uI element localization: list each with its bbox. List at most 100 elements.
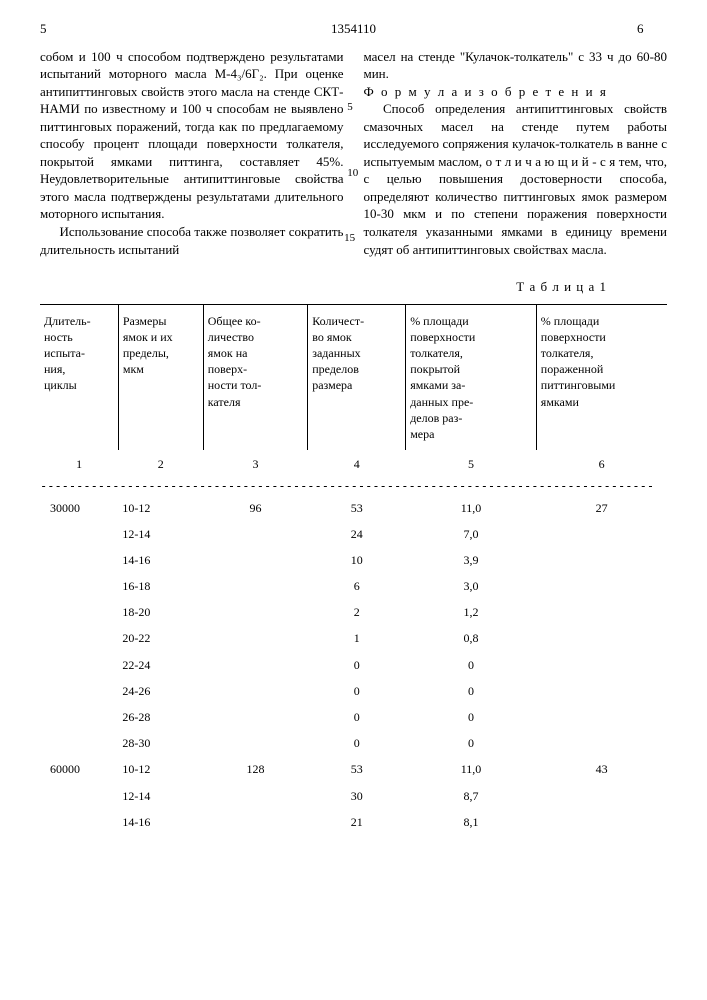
line-marker-5: 5 [347, 100, 353, 115]
th-3: Общее ко- личество ямок на поверх- ности… [203, 304, 307, 450]
table-cell [203, 599, 307, 625]
table-row: 14-16 103,9 [40, 547, 667, 573]
table-cell: 18-20 [118, 599, 203, 625]
table-cell: 11,0 [406, 495, 537, 521]
table-cell: 0 [406, 652, 537, 678]
table-cell [536, 521, 667, 547]
table-row: 24-26 00 [40, 678, 667, 704]
table-cell: 0 [308, 652, 406, 678]
table-cell [40, 521, 118, 547]
page-num-left: 5 [40, 20, 70, 38]
table-cell: 30000 [40, 495, 118, 521]
table-cell: 8,7 [406, 783, 537, 809]
table-cell [40, 704, 118, 730]
table-cell [40, 599, 118, 625]
table-cell: 60000 [40, 756, 118, 782]
table-cell: 24 [308, 521, 406, 547]
table-cell [203, 730, 307, 756]
table-cell: 3,0 [406, 573, 537, 599]
table-cell: 12-14 [118, 521, 203, 547]
page-header: 5 1354110 6 [40, 20, 667, 38]
th-4: Количест- во ямок заданных пределов разм… [308, 304, 406, 450]
table-cell [40, 783, 118, 809]
table-cell [203, 704, 307, 730]
table-cell [203, 783, 307, 809]
table-cell [536, 783, 667, 809]
right-p1: масел на стенде "Кулачок-толкатель" с 33… [364, 48, 668, 83]
table-cell: 3,9 [406, 547, 537, 573]
doc-number: 1354110 [70, 20, 637, 38]
table-cell [536, 625, 667, 651]
table-cell: 28-30 [118, 730, 203, 756]
table-cell [536, 809, 667, 835]
table-cell: 12-14 [118, 783, 203, 809]
table-cell [40, 625, 118, 651]
table-cell: 0 [406, 678, 537, 704]
cn-3: 3 [203, 450, 307, 478]
table-cell: 0 [308, 704, 406, 730]
table-header-row: Длитель- ность испыта- ния, циклы Размер… [40, 304, 667, 450]
page-num-right: 6 [637, 20, 667, 38]
table-cell: 6 [308, 573, 406, 599]
table-cell [40, 573, 118, 599]
table-cell [40, 678, 118, 704]
cn-4: 4 [308, 450, 406, 478]
table-cell: 22-24 [118, 652, 203, 678]
table-row: 12-14 308,7 [40, 783, 667, 809]
table-row: 22-24 00 [40, 652, 667, 678]
table-cell: 0 [308, 678, 406, 704]
table-cell: 30 [308, 783, 406, 809]
table-cell: 128 [203, 756, 307, 782]
right-p2: Способ определения антипиттинговых свойс… [364, 100, 668, 258]
cn-2: 2 [118, 450, 203, 478]
table-cell: 0,8 [406, 625, 537, 651]
table-cell [203, 573, 307, 599]
table-cell [536, 678, 667, 704]
table-row: 14-16218,1 [40, 809, 667, 835]
table-cell: 53 [308, 756, 406, 782]
table-cell: 10-12 [118, 495, 203, 521]
table-cell [40, 652, 118, 678]
table-cell: 96 [203, 495, 307, 521]
table-cell [536, 599, 667, 625]
table-row: 6000010-121285311,043 [40, 756, 667, 782]
table-row: 3000010-12965311,027 [40, 495, 667, 521]
table-cell: 24-26 [118, 678, 203, 704]
table-row: 18-2021,2 [40, 599, 667, 625]
table-cell: 1 [308, 625, 406, 651]
text-columns: 5 10 15 собом и 100 ч способом подтвержд… [40, 48, 667, 259]
table-colnum-row: 1 2 3 4 5 6 [40, 450, 667, 478]
table-cell [203, 809, 307, 835]
table-dash-row: ----------------------------------------… [40, 478, 667, 494]
table-cell: 20-22 [118, 625, 203, 651]
table-title: Т а б л и ц а 1 [40, 278, 607, 296]
th-5: % площади поверхности толкателя, покрыто… [406, 304, 537, 450]
table-cell: 0 [406, 730, 537, 756]
table-cell: 8,1 [406, 809, 537, 835]
table-cell [203, 521, 307, 547]
table-cell: 10 [308, 547, 406, 573]
table-row: 16-1863,0 [40, 573, 667, 599]
table-cell: 14-16 [118, 547, 203, 573]
line-marker-10: 10 [347, 166, 358, 181]
table-row: 26-2800 [40, 704, 667, 730]
table-cell [536, 704, 667, 730]
table-cell [536, 573, 667, 599]
table-row: 12-14247,0 [40, 521, 667, 547]
table-body: 3000010-12965311,02712-14247,014-16103,9… [40, 495, 667, 835]
dashes: ----------------------------------------… [40, 478, 667, 494]
table-cell: 2 [308, 599, 406, 625]
table-cell [536, 652, 667, 678]
table-cell [40, 547, 118, 573]
th-6: % площади поверхности толкателя, поражен… [536, 304, 667, 450]
left-column: собом и 100 ч способом подтверждено резу… [40, 48, 344, 259]
cn-1: 1 [40, 450, 118, 478]
table-cell [536, 730, 667, 756]
table-cell [203, 652, 307, 678]
left-p2: Использование способа также позволяет со… [40, 223, 344, 258]
table-cell: 27 [536, 495, 667, 521]
th-2: Размеры ямок и их пределы, мкм [118, 304, 203, 450]
right-column: масел на стенде "Кулачок-толкатель" с 33… [364, 48, 668, 259]
table-cell: 26-28 [118, 704, 203, 730]
data-table: Длитель- ность испыта- ния, циклы Размер… [40, 304, 667, 835]
